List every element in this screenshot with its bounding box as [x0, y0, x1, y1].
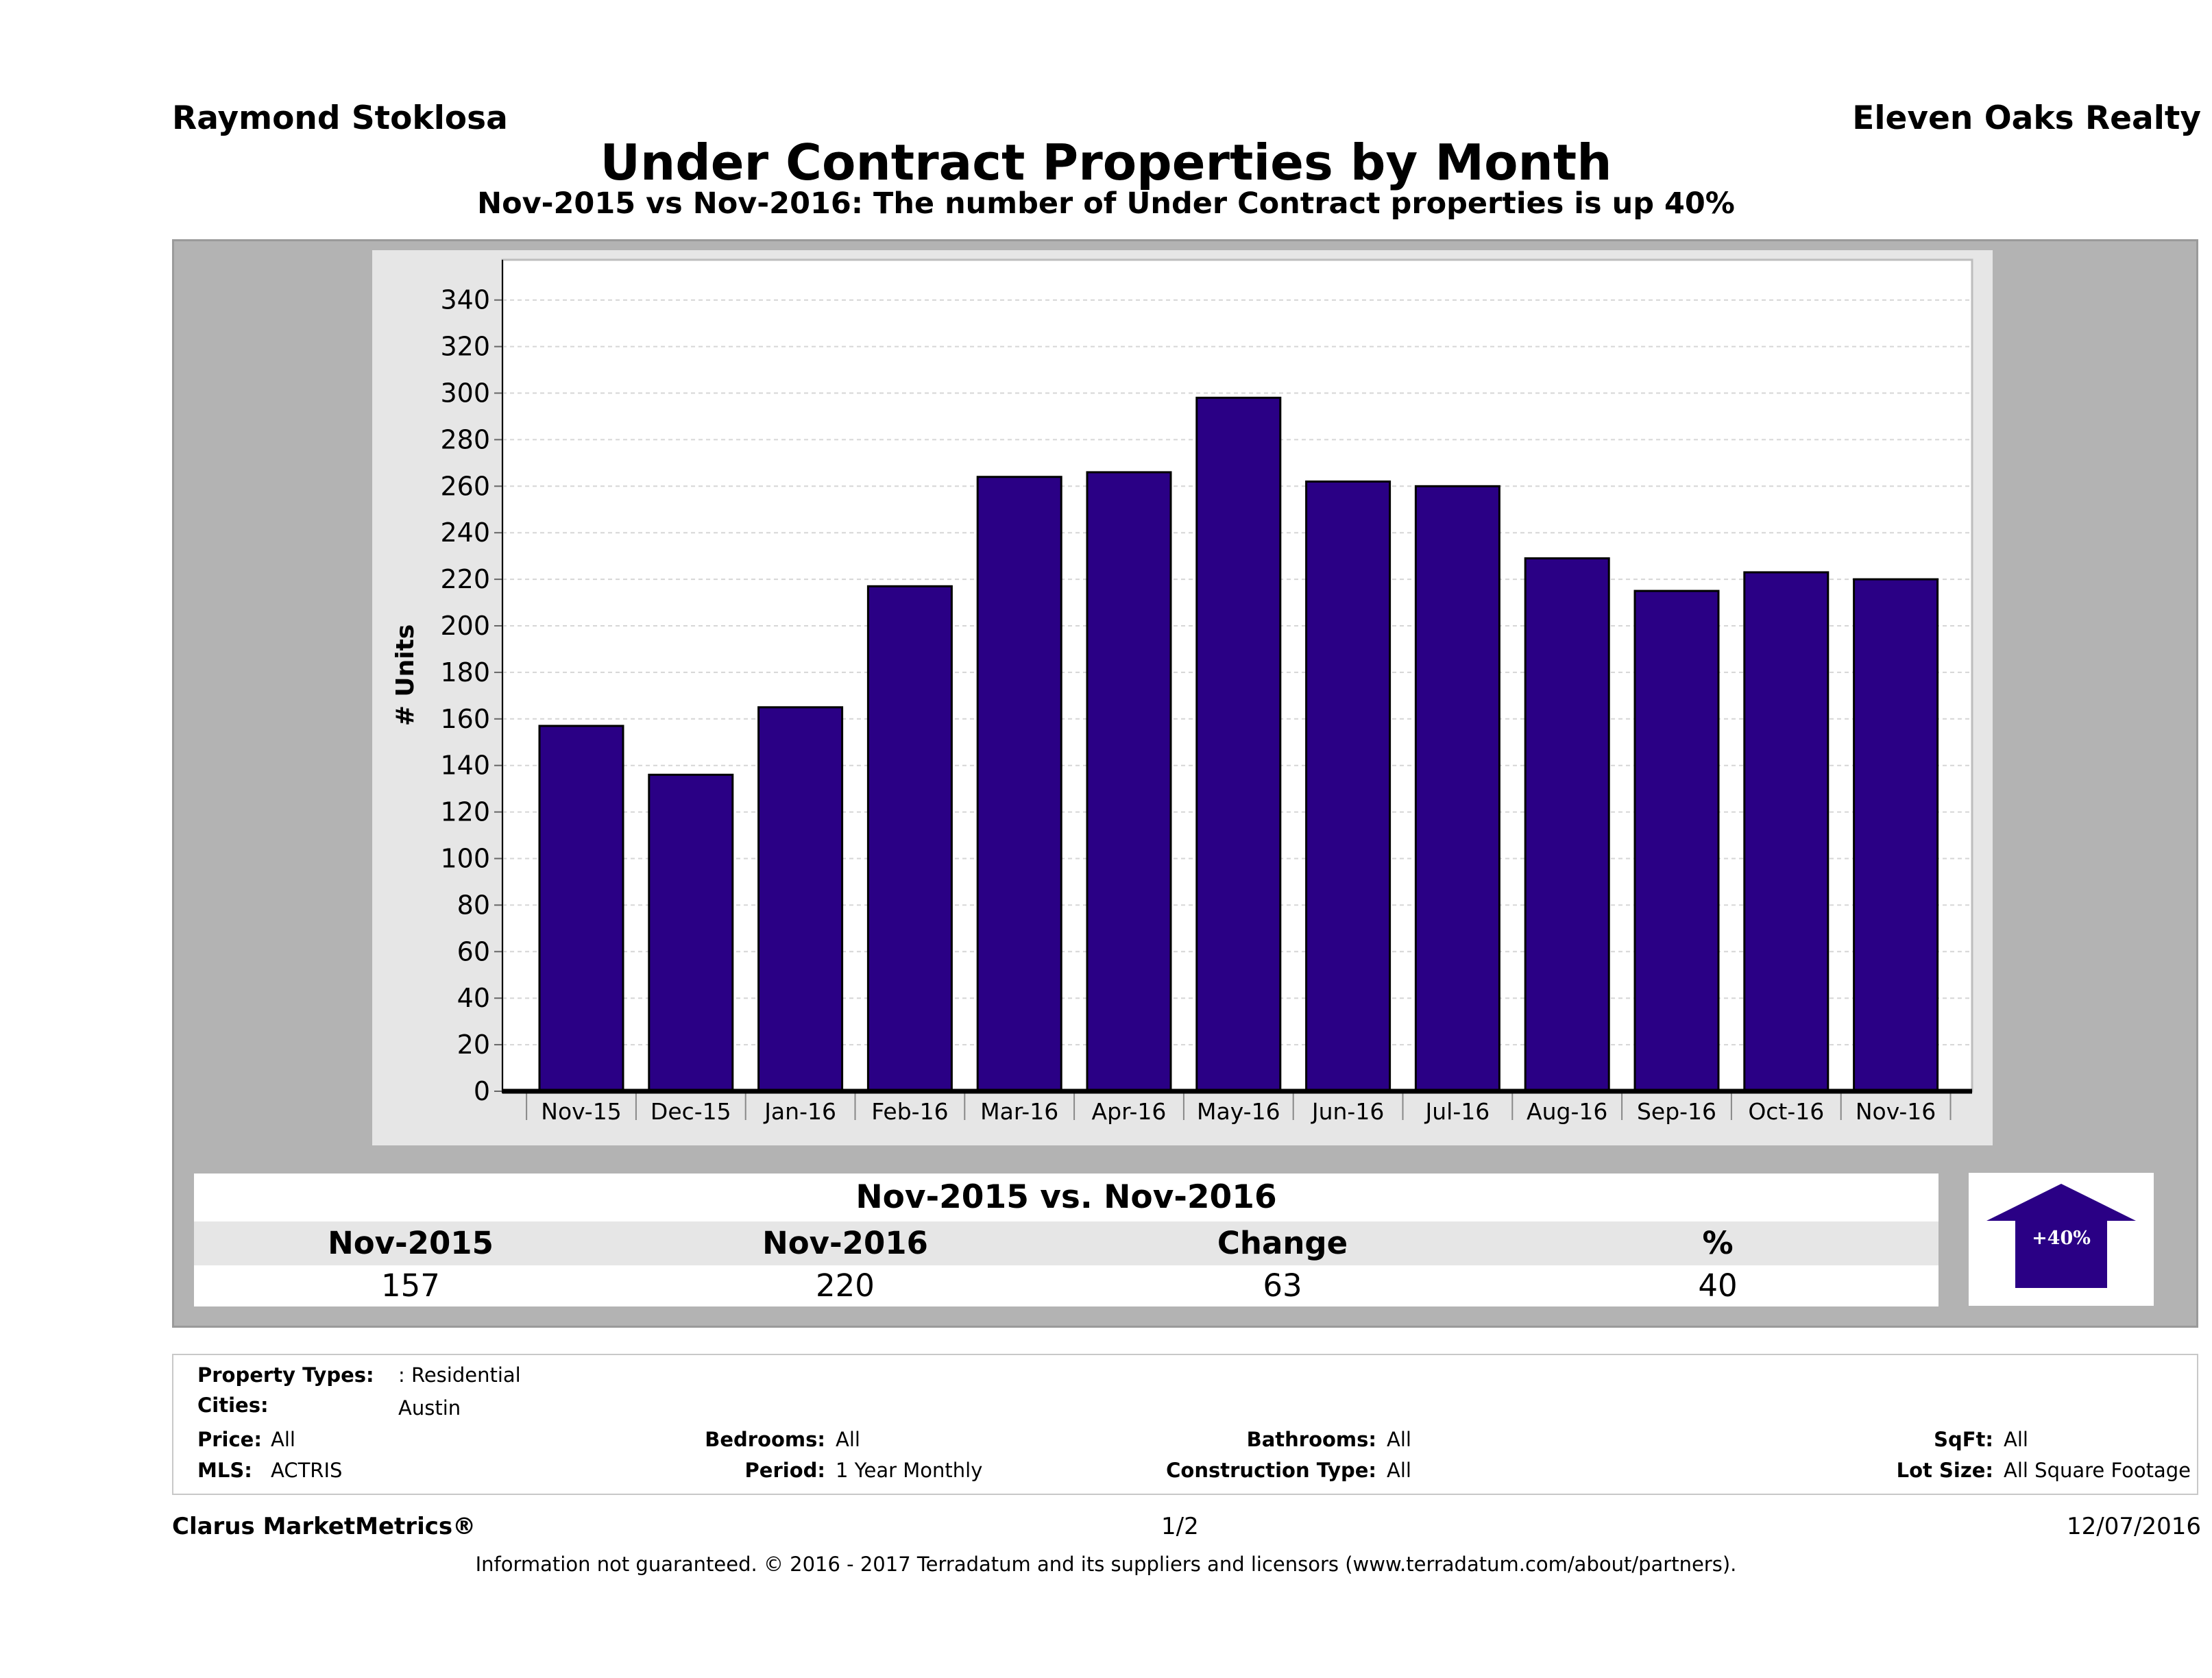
x-tick-label: Dec-15: [651, 1098, 731, 1125]
y-tick-label: 180: [440, 657, 490, 688]
comparison-value-start: 157: [381, 1267, 440, 1304]
x-tick-label: Apr-16: [1092, 1098, 1167, 1125]
x-tick-label: Oct-16: [1748, 1098, 1824, 1125]
x-tick-label: Feb-16: [871, 1098, 948, 1125]
price-value: All: [271, 1428, 295, 1451]
y-tick-label: 20: [457, 1030, 490, 1060]
bar-series: [538, 396, 1939, 1093]
bar: [1086, 471, 1172, 1093]
company-name: Eleven Oaks Realty: [1852, 99, 2201, 137]
cities-label: Cities:: [197, 1394, 269, 1417]
mls-value: ACTRIS: [271, 1459, 343, 1482]
x-tick-label: Jun-16: [1311, 1098, 1384, 1125]
bar: [648, 773, 734, 1093]
bar: [538, 725, 624, 1093]
y-tick-label: 100: [440, 844, 490, 874]
comparison-header-start: Nov-2015: [328, 1225, 494, 1261]
sqft-label: SqFt:: [1934, 1428, 1993, 1451]
construction-type-value: All: [1387, 1459, 1411, 1482]
comparison-title: Nov-2015 vs. Nov-2016: [194, 1174, 1938, 1221]
footer-brand: Clarus MarketMetrics®: [172, 1513, 476, 1540]
y-tick-label: 200: [440, 611, 490, 641]
y-tick-label: 220: [440, 564, 490, 594]
bar: [1524, 557, 1610, 1093]
cities-value: Austin: [398, 1396, 461, 1420]
y-tick-label: 240: [440, 518, 490, 548]
comparison-header-row: Nov-2015 Nov-2016 Change %: [194, 1221, 1938, 1265]
lot-size-value: All Square Footage: [2004, 1459, 2191, 1482]
grid-lines: [502, 299, 1972, 1046]
comparison-header-end: Nov-2016: [762, 1225, 928, 1261]
chart-title: Under Contract Properties by Month: [600, 134, 1612, 191]
bar: [866, 585, 953, 1093]
y-tick-label: 140: [440, 751, 490, 781]
y-tick-label: 320: [440, 332, 490, 362]
filter-summary: Property Types: : Residential Cities: Au…: [172, 1354, 2198, 1495]
y-tick-label: 60: [457, 936, 490, 966]
y-tick-label: 340: [440, 285, 490, 315]
x-tick-label: Jul-16: [1424, 1098, 1490, 1125]
comparison-value-percent: 40: [1698, 1267, 1738, 1304]
comparison-value-row: 157 220 63 40: [194, 1265, 1938, 1306]
period-value: 1 Year Monthly: [836, 1459, 983, 1482]
x-tick-label: May-16: [1197, 1098, 1280, 1125]
bar: [1853, 578, 1939, 1093]
property-types-label: Property Types:: [197, 1363, 374, 1387]
x-tick-label: Mar-16: [980, 1098, 1058, 1125]
y-tick-label: 40: [457, 983, 490, 1013]
price-label: Price:: [197, 1428, 262, 1451]
chart-subtitle: Nov-2015 vs Nov-2016: The number of Unde…: [477, 186, 1735, 221]
mls-label: MLS:: [197, 1459, 252, 1482]
x-tick-label: Jan-16: [763, 1098, 836, 1125]
bar: [1195, 396, 1282, 1093]
up-arrow-icon: +40%: [1986, 1184, 2136, 1288]
y-tick-label: 160: [440, 704, 490, 734]
y-tick-label: 120: [440, 797, 490, 827]
y-axis-label: # Units: [391, 624, 420, 727]
sqft-value: All: [2004, 1428, 2028, 1451]
agent-name: Raymond Stoklosa: [172, 99, 508, 137]
period-label: Period:: [744, 1459, 825, 1482]
bedrooms-value: All: [836, 1428, 860, 1451]
bar: [1633, 589, 1720, 1093]
y-tick-label: 260: [440, 471, 490, 501]
y-tick-label: 0: [474, 1076, 490, 1106]
x-tick-label: Sep-16: [1637, 1098, 1716, 1125]
x-tick-label: Nov-15: [541, 1098, 621, 1125]
bar: [1305, 481, 1391, 1093]
bathrooms-value: All: [1387, 1428, 1411, 1451]
y-tick-label: 300: [440, 378, 490, 409]
y-axis-ticks: 0 20 40 60 80 100 120 140 160 180 200 220 240 260 280 3…: [440, 285, 502, 1106]
y-tick-label: 280: [440, 424, 490, 454]
construction-type-label: Construction Type:: [1166, 1459, 1376, 1482]
bathrooms-label: Bathrooms:: [1246, 1428, 1376, 1451]
comparison-header-percent: %: [1702, 1225, 1734, 1261]
bar: [1743, 571, 1830, 1093]
bedrooms-label: Bedrooms:: [705, 1428, 825, 1451]
bar: [757, 706, 844, 1093]
y-tick-label: 80: [457, 890, 490, 920]
bar-chart: 0 20 40 60 80 100 120 140 160 180 200 220 240 260 280 3…: [391, 258, 1973, 1125]
report-date: 12/07/2016: [2067, 1513, 2201, 1540]
bar: [1414, 485, 1500, 1093]
change-badge: +40%: [1969, 1173, 2154, 1306]
disclaimer: Information not guaranteed. © 2016 - 201…: [475, 1553, 1737, 1576]
comparison-value-end: 220: [816, 1267, 875, 1304]
x-tick-label: Nov-16: [1856, 1098, 1936, 1125]
comparison-value-change: 63: [1263, 1267, 1302, 1304]
bar: [976, 476, 1062, 1093]
page-number: 1/2: [1161, 1513, 1199, 1540]
x-axis-ticks: Nov-15 Dec-15 Jan-16 Feb-16 Mar-16 Apr-16 May-…: [526, 1091, 1952, 1125]
change-badge-text: +40%: [2032, 1228, 2091, 1249]
x-tick-label: Aug-16: [1527, 1098, 1607, 1125]
comparison-header-change: Change: [1217, 1225, 1348, 1261]
property-types-value: : Residential: [398, 1363, 521, 1387]
lot-size-label: Lot Size:: [1896, 1459, 1993, 1482]
